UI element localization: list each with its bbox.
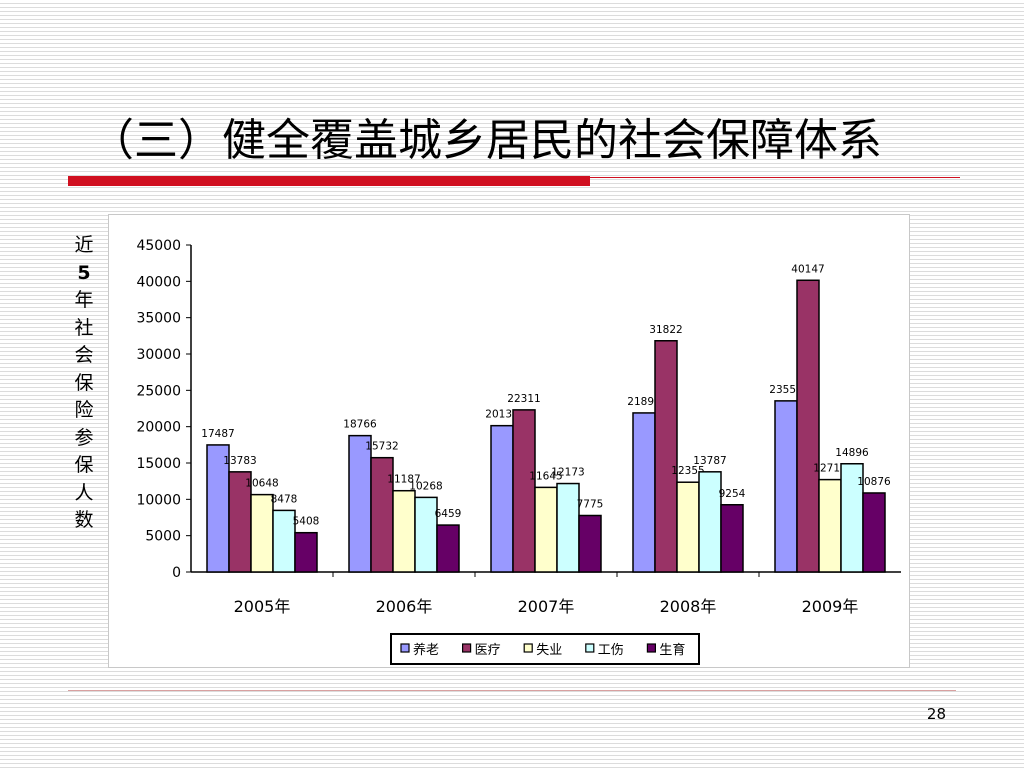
data-label: 31822	[649, 324, 682, 336]
data-label: 12355	[671, 465, 704, 477]
bar	[818, 478, 842, 573]
legend-label: 医疗	[475, 643, 501, 658]
ylabel-char: 数	[74, 509, 94, 531]
legend-label: 工伤	[598, 643, 624, 658]
bar	[654, 340, 678, 573]
y-tick-label: 40000	[136, 274, 181, 290]
bar	[250, 493, 274, 573]
bar	[676, 481, 700, 573]
ylabel-char: 年	[74, 289, 94, 311]
bar	[578, 514, 602, 573]
data-label: 12173	[551, 467, 584, 479]
y-tick-label: 35000	[136, 311, 181, 327]
bar	[862, 492, 886, 573]
ylabel-char: 会	[74, 344, 94, 366]
data-label: 9254	[719, 488, 746, 500]
data-label: 11645	[529, 470, 562, 482]
data-label: 13787	[693, 455, 726, 467]
ylabel-char: 人	[74, 481, 94, 504]
y-tick-label: 45000	[136, 238, 181, 254]
y-tick-label: 0	[172, 565, 181, 581]
data-label: 23550	[769, 384, 802, 396]
data-label: 20137	[485, 409, 518, 421]
x-tick-label: 2007年	[518, 597, 575, 616]
bar-chart: 45000 40000 35000 30000 25000 20000 15000 10000…	[136, 238, 901, 665]
y-tick-label: 30000	[136, 347, 181, 363]
data-label: 21891	[627, 396, 660, 408]
bar	[556, 482, 580, 573]
y-tick-label: 20000	[136, 420, 181, 436]
ylabel-char: 保	[74, 371, 94, 394]
data-label: 8478	[271, 493, 298, 505]
ylabel-char: 近	[74, 234, 94, 256]
bar	[392, 489, 416, 573]
y-tick-label: 25000	[136, 383, 181, 399]
legend-label: 生育	[659, 642, 685, 658]
bar	[796, 279, 820, 573]
legend-swatch	[523, 643, 533, 653]
x-tick-label: 2009年	[802, 597, 859, 616]
legend-swatch	[585, 643, 595, 653]
y-tick-label: 15000	[136, 456, 181, 472]
data-label: 6459	[435, 508, 462, 520]
ylabel-char: 5	[77, 261, 91, 284]
x-tick-label: 2008年	[660, 597, 717, 616]
ylabel-char: 保	[74, 454, 94, 476]
data-label: 10876	[857, 476, 891, 488]
footer-rule	[68, 690, 956, 691]
bar	[512, 409, 536, 573]
data-label: 12715	[813, 463, 846, 475]
title-underline-rule	[590, 177, 960, 178]
data-label: 10268	[409, 480, 442, 492]
data-label: 15732	[365, 441, 398, 453]
bar	[294, 531, 318, 573]
bar	[632, 412, 656, 573]
data-label: 7775	[577, 499, 604, 511]
legend-swatch	[462, 643, 472, 653]
y-tick-label: 10000	[136, 492, 181, 508]
ylabel-char: 参	[74, 426, 94, 449]
data-label: 17487	[201, 428, 234, 440]
bar	[774, 400, 798, 573]
data-label: 13783	[223, 455, 256, 467]
data-label: 11187	[387, 474, 420, 486]
chart-frame: 45000 40000 35000 30000 25000 20000 15000 10000…	[108, 214, 910, 668]
legend-label: 养老	[413, 642, 439, 658]
chart-y-axis-label: 近 5 年 社 会 保 险 参 保 人 数	[68, 232, 100, 535]
bar	[490, 424, 514, 573]
data-label: 18766	[343, 419, 377, 431]
ylabel-char: 险	[74, 399, 94, 421]
data-label: 5408	[293, 516, 320, 528]
data-label: 14896	[835, 447, 869, 459]
bar	[436, 524, 460, 573]
data-label: 10648	[245, 478, 278, 490]
y-tick-label: 5000	[145, 529, 181, 545]
legend-label: 失业	[536, 643, 562, 658]
page-number: 28	[926, 705, 946, 723]
ylabel-char: 社	[74, 316, 94, 339]
bar	[720, 504, 744, 573]
data-label: 40147	[791, 263, 824, 275]
x-tick-label: 2006年	[376, 597, 433, 616]
bar	[534, 486, 558, 573]
x-tick-label: 2005年	[234, 597, 291, 616]
legend-swatch	[400, 643, 410, 653]
slide-title: （三）健全覆盖城乡居民的社会保障体系	[90, 115, 882, 166]
data-label: 22311	[507, 393, 540, 405]
title-underline-bar	[68, 176, 590, 186]
bar	[348, 434, 372, 573]
legend-swatch	[646, 643, 657, 653]
